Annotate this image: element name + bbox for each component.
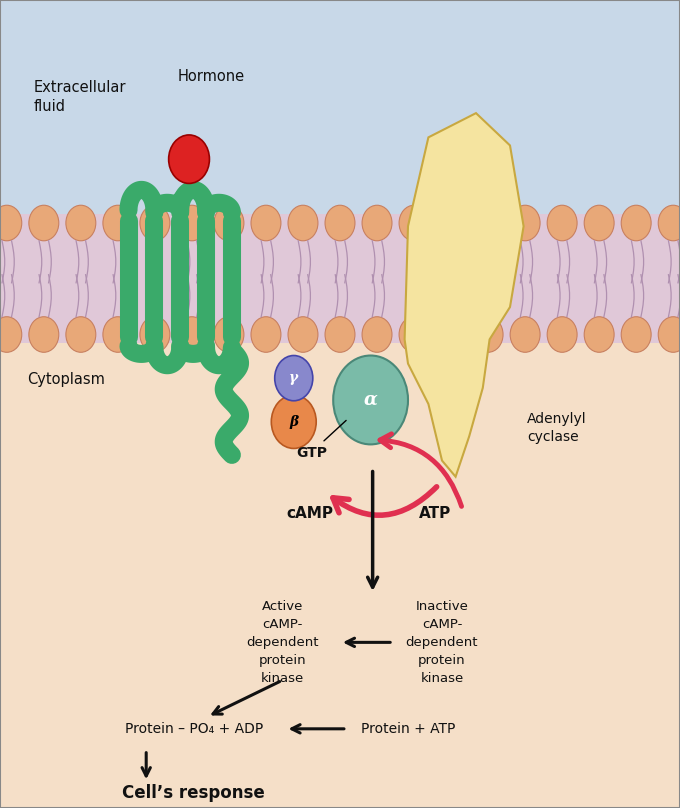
Circle shape — [622, 205, 651, 241]
Circle shape — [547, 205, 577, 241]
Circle shape — [251, 205, 281, 241]
Circle shape — [547, 317, 577, 352]
Text: γ: γ — [289, 371, 299, 385]
Circle shape — [436, 205, 466, 241]
FancyArrowPatch shape — [380, 434, 462, 507]
Text: Adenylyl
cyclase: Adenylyl cyclase — [527, 412, 587, 444]
Text: Cytoplasm: Cytoplasm — [27, 372, 105, 387]
Circle shape — [333, 356, 408, 444]
Circle shape — [29, 205, 58, 241]
Text: Protein + ATP: Protein + ATP — [361, 722, 455, 736]
Circle shape — [140, 205, 170, 241]
Circle shape — [140, 317, 170, 352]
Text: Extracellular
fluid: Extracellular fluid — [34, 79, 126, 115]
Circle shape — [0, 317, 22, 352]
Bar — [0, 0, 680, 214]
Text: cAMP: cAMP — [286, 506, 333, 520]
Text: Hormone: Hormone — [177, 69, 244, 84]
Bar — [0, 214, 680, 343]
Circle shape — [325, 205, 355, 241]
Circle shape — [251, 317, 281, 352]
Circle shape — [325, 317, 355, 352]
Circle shape — [66, 317, 96, 352]
Circle shape — [473, 205, 503, 241]
Circle shape — [399, 317, 429, 352]
Circle shape — [66, 205, 96, 241]
Circle shape — [399, 205, 429, 241]
Circle shape — [658, 205, 680, 241]
Circle shape — [436, 317, 466, 352]
Text: β: β — [289, 415, 299, 429]
Text: GTP: GTP — [296, 420, 346, 460]
Circle shape — [271, 395, 316, 448]
Bar — [0, 214, 680, 808]
Circle shape — [275, 356, 313, 401]
Circle shape — [510, 205, 540, 241]
Circle shape — [29, 317, 58, 352]
Circle shape — [584, 317, 614, 352]
Polygon shape — [405, 113, 524, 477]
Circle shape — [103, 205, 133, 241]
FancyArrowPatch shape — [333, 486, 437, 516]
Circle shape — [510, 317, 540, 352]
Circle shape — [288, 205, 318, 241]
Text: Inactive
cAMP-
dependent
protein
kinase: Inactive cAMP- dependent protein kinase — [406, 600, 478, 685]
Circle shape — [214, 205, 244, 241]
Circle shape — [584, 205, 614, 241]
Text: Protein – PO₄ + ADP: Protein – PO₄ + ADP — [124, 722, 263, 736]
Circle shape — [0, 205, 22, 241]
Circle shape — [362, 205, 392, 241]
Text: ATP: ATP — [419, 506, 452, 520]
Circle shape — [473, 317, 503, 352]
Circle shape — [177, 205, 207, 241]
Circle shape — [214, 317, 244, 352]
Circle shape — [288, 317, 318, 352]
Text: α: α — [364, 391, 377, 409]
Circle shape — [622, 317, 651, 352]
Circle shape — [658, 317, 680, 352]
Circle shape — [169, 135, 209, 183]
Circle shape — [177, 317, 207, 352]
Circle shape — [103, 317, 133, 352]
Text: Active
cAMP-
dependent
protein
kinase: Active cAMP- dependent protein kinase — [246, 600, 318, 685]
Text: Cell’s response: Cell’s response — [122, 785, 265, 802]
Circle shape — [362, 317, 392, 352]
